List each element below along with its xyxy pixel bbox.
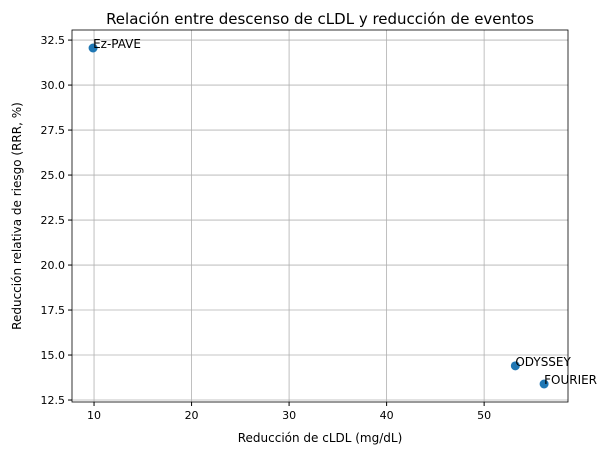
y-tick-label: 20.0 (41, 259, 66, 272)
x-tick-label: 40 (380, 409, 394, 422)
x-tick-label: 20 (185, 409, 199, 422)
point (88, 43, 98, 53)
y-tick-label: 30.0 (41, 79, 66, 92)
point-label: Ez-PAVE (93, 37, 141, 51)
x-tick-label: 10 (87, 409, 101, 422)
point (539, 379, 549, 389)
y-tick-label: 12.5 (41, 394, 66, 407)
y-tick-label: 32.5 (41, 34, 66, 47)
y-tick-label: 25.0 (41, 169, 66, 182)
y-tick-label: 15.0 (41, 349, 66, 362)
y-tick-label: 17.5 (41, 304, 66, 317)
y-tick-label: 22.5 (41, 214, 66, 227)
point-label: ODYSSEY (515, 355, 571, 369)
x-tick-label: 30 (282, 409, 296, 422)
plot-frame (71, 29, 569, 403)
x-axis-label: Reducción de cLDL (mg/dL) (238, 431, 403, 445)
point-label: FOURIER (544, 373, 597, 387)
x-tick-label: 50 (477, 409, 491, 422)
point (510, 361, 520, 371)
chart-title: Relación entre descenso de cLDL y reducc… (106, 10, 534, 28)
y-tick-label: 27.5 (41, 124, 66, 137)
y-axis-label: Reducción relativa de riesgo (RRR, %) (10, 102, 24, 330)
